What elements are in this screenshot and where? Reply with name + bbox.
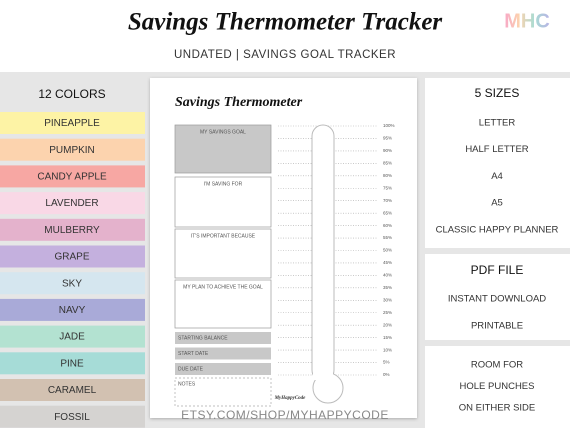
color-label: PINE (60, 358, 84, 369)
percent-label: 15% (383, 335, 392, 340)
logo: MHC (504, 10, 550, 32)
field-box (174, 279, 272, 329)
color-label: GRAPE (54, 252, 89, 263)
pdf-panel (425, 254, 570, 340)
percent-label: 95% (383, 136, 392, 141)
tube-joint (313, 370, 333, 380)
percent-label: 65% (383, 210, 392, 215)
holes-panel (425, 346, 570, 428)
percent-label: 85% (383, 161, 392, 166)
percent-label: 55% (383, 235, 392, 240)
percent-label: 0% (383, 372, 390, 377)
thermometer-tube (311, 124, 335, 382)
color-label: NAVY (59, 305, 86, 316)
pdf-item: INSTANT DOWNLOAD (448, 294, 546, 305)
field-bar (175, 363, 271, 375)
color-label: CANDY APPLE (37, 172, 107, 183)
percent-label: 90% (383, 148, 392, 153)
percent-label: 20% (383, 322, 392, 327)
printable-title: Savings Thermometer (175, 95, 303, 110)
field-box (174, 228, 272, 279)
header-band (0, 0, 570, 72)
color-label: PINEAPPLE (44, 118, 100, 129)
field-bar (175, 347, 271, 360)
holes-item: ROOM FOR (471, 360, 523, 371)
color-swatch (0, 379, 145, 401)
field-box (174, 176, 272, 228)
color-label: CARAMEL (48, 385, 97, 396)
percent-label: 80% (383, 173, 392, 178)
colors-title: 12 COLORS (38, 87, 105, 101)
field-bar-label: STARTING BALANCE (178, 335, 228, 341)
pdf-title: PDF FILE (471, 263, 524, 277)
color-swatch (0, 218, 145, 241)
field-bar-label: DUE DATE (178, 366, 204, 372)
field-label: IT'S IMPORTANT BECAUSE (191, 233, 256, 239)
sizes-panel (425, 78, 570, 248)
percent-label: 75% (383, 185, 392, 190)
size-item: A5 (491, 198, 503, 209)
color-swatch (0, 405, 145, 428)
percent-label: 40% (383, 273, 392, 278)
color-label: PUMPKIN (49, 145, 95, 156)
percent-label: 10% (383, 347, 392, 352)
field-box (174, 124, 272, 174)
brand: MyHappyCode (274, 396, 307, 401)
field-bar (175, 332, 271, 344)
footer: ETSY.COM/SHOP/MYHAPPYCODE (181, 408, 389, 422)
holes-item: HOLE PUNCHES (460, 381, 535, 392)
color-swatch (0, 325, 145, 348)
color-swatch (0, 272, 145, 295)
percent-label: 30% (383, 297, 392, 302)
percent-label: 70% (383, 198, 392, 203)
size-item: LETTER (479, 118, 516, 129)
sizes-title: 5 SIZES (475, 86, 520, 100)
field-label: MY PLAN TO ACHIEVE THE GOAL (183, 284, 263, 290)
size-item: HALF LETTER (465, 144, 528, 155)
holes-item: ON EITHER SIDE (459, 403, 536, 414)
percent-label: 100% (383, 123, 395, 128)
field-label: MY SAVINGS GOAL (200, 129, 246, 135)
percent-label: 5% (383, 360, 390, 365)
color-swatch (0, 352, 145, 375)
color-label: JADE (59, 332, 85, 343)
color-label: FOSSIL (54, 412, 90, 423)
color-label: MULBERRY (44, 225, 100, 236)
percent-label: 60% (383, 223, 392, 228)
color-swatch (0, 138, 145, 161)
pdf-item: PRINTABLE (471, 321, 523, 332)
subtitle: UNDATED | SAVINGS GOAL TRACKER (174, 49, 396, 61)
color-swatch (0, 298, 145, 321)
title: Savings Thermometer Tracker (128, 9, 443, 36)
color-swatch (0, 112, 145, 134)
percent-label: 35% (383, 285, 392, 290)
color-swatch (0, 192, 145, 215)
size-item: CLASSIC HAPPY PLANNER (436, 224, 559, 235)
notes-box (174, 377, 272, 407)
color-label: SKY (62, 278, 82, 289)
percent-label: 50% (383, 248, 392, 253)
percent-label: 25% (383, 310, 392, 315)
color-swatch (0, 245, 145, 268)
field-bar-label: START DATE (178, 351, 209, 357)
size-item: A4 (491, 171, 503, 182)
percent-label: 45% (383, 260, 392, 265)
color-label: LAVENDER (45, 198, 98, 209)
field-label: I'M SAVING FOR (204, 181, 243, 187)
color-swatch (0, 165, 145, 188)
notes-label: NOTES (178, 381, 196, 387)
